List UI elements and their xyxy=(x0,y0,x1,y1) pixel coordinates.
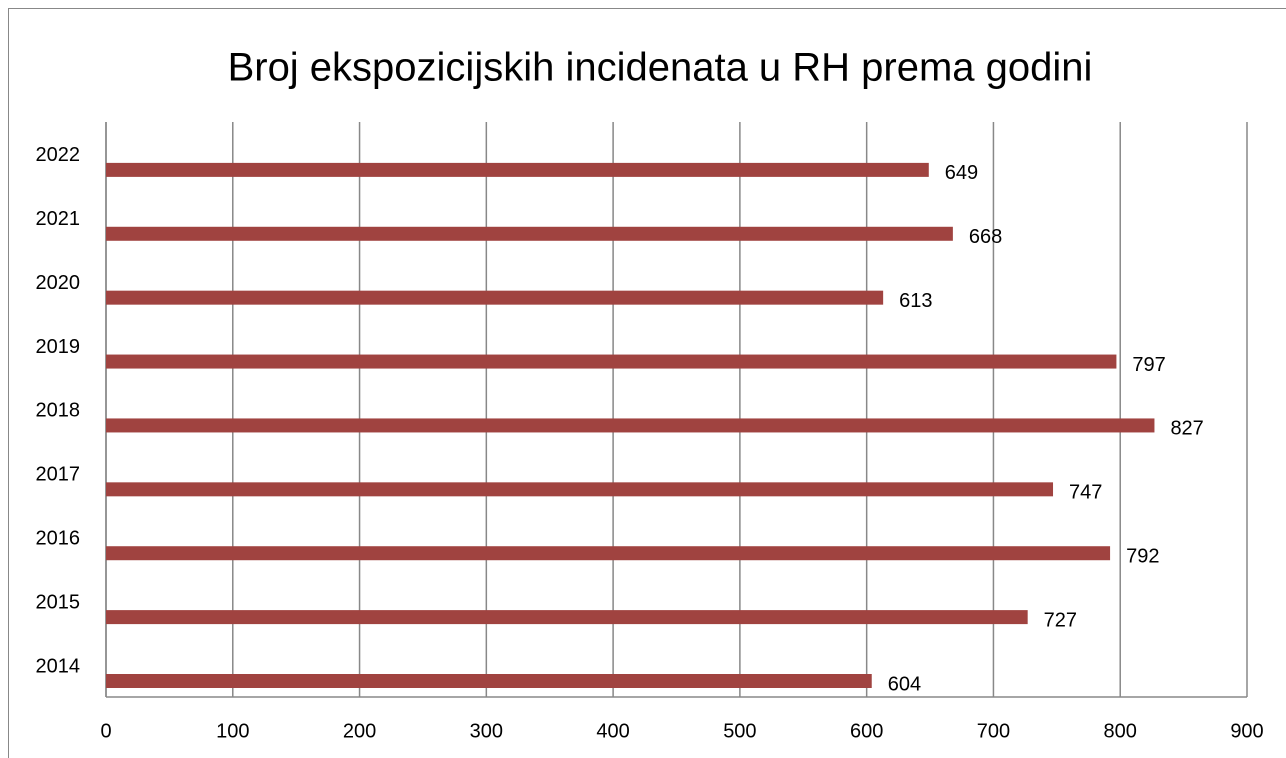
chart-title: Broj ekspozicijskih incidenata u RH prem… xyxy=(228,46,1093,90)
value-label: 613 xyxy=(899,290,932,312)
x-tick-label: 600 xyxy=(850,720,883,742)
x-tick-label: 300 xyxy=(470,720,503,742)
value-label: 792 xyxy=(1126,546,1159,568)
bar xyxy=(106,226,953,241)
bar xyxy=(106,674,872,688)
x-tick-label: 200 xyxy=(343,720,376,742)
x-tick-label: 400 xyxy=(596,720,629,742)
x-tick-label: 500 xyxy=(723,720,756,742)
x-tick-label: 800 xyxy=(1104,720,1137,742)
bar xyxy=(106,482,1054,497)
y-tick-label: 2015 xyxy=(36,591,81,613)
value-label: 727 xyxy=(1044,609,1077,631)
y-tick-label: 2021 xyxy=(36,208,81,230)
bar xyxy=(106,354,1117,369)
value-label: 668 xyxy=(969,226,1002,248)
y-tick-label: 2016 xyxy=(36,528,81,550)
x-tick-label: 900 xyxy=(1230,720,1263,742)
y-tick-label: 2018 xyxy=(36,400,81,422)
bar xyxy=(106,610,1028,625)
value-label: 747 xyxy=(1069,482,1102,504)
value-label: 649 xyxy=(945,162,978,184)
x-tick-label: 100 xyxy=(216,720,249,742)
x-tick-label: 0 xyxy=(100,720,111,742)
value-label: 827 xyxy=(1170,418,1203,440)
value-label: 604 xyxy=(888,673,921,695)
bar xyxy=(106,546,1111,561)
y-tick-label: 2020 xyxy=(36,272,81,294)
x-tick-label: 700 xyxy=(977,720,1010,742)
bar xyxy=(106,162,929,177)
y-tick-label: 2022 xyxy=(36,144,81,166)
bar xyxy=(106,418,1155,433)
chart-frame xyxy=(8,8,1286,758)
y-tick-label: 2017 xyxy=(36,464,81,486)
bar xyxy=(106,290,884,305)
value-label: 797 xyxy=(1132,354,1165,376)
y-tick-label: 2014 xyxy=(36,655,81,677)
y-tick-label: 2019 xyxy=(36,336,81,358)
